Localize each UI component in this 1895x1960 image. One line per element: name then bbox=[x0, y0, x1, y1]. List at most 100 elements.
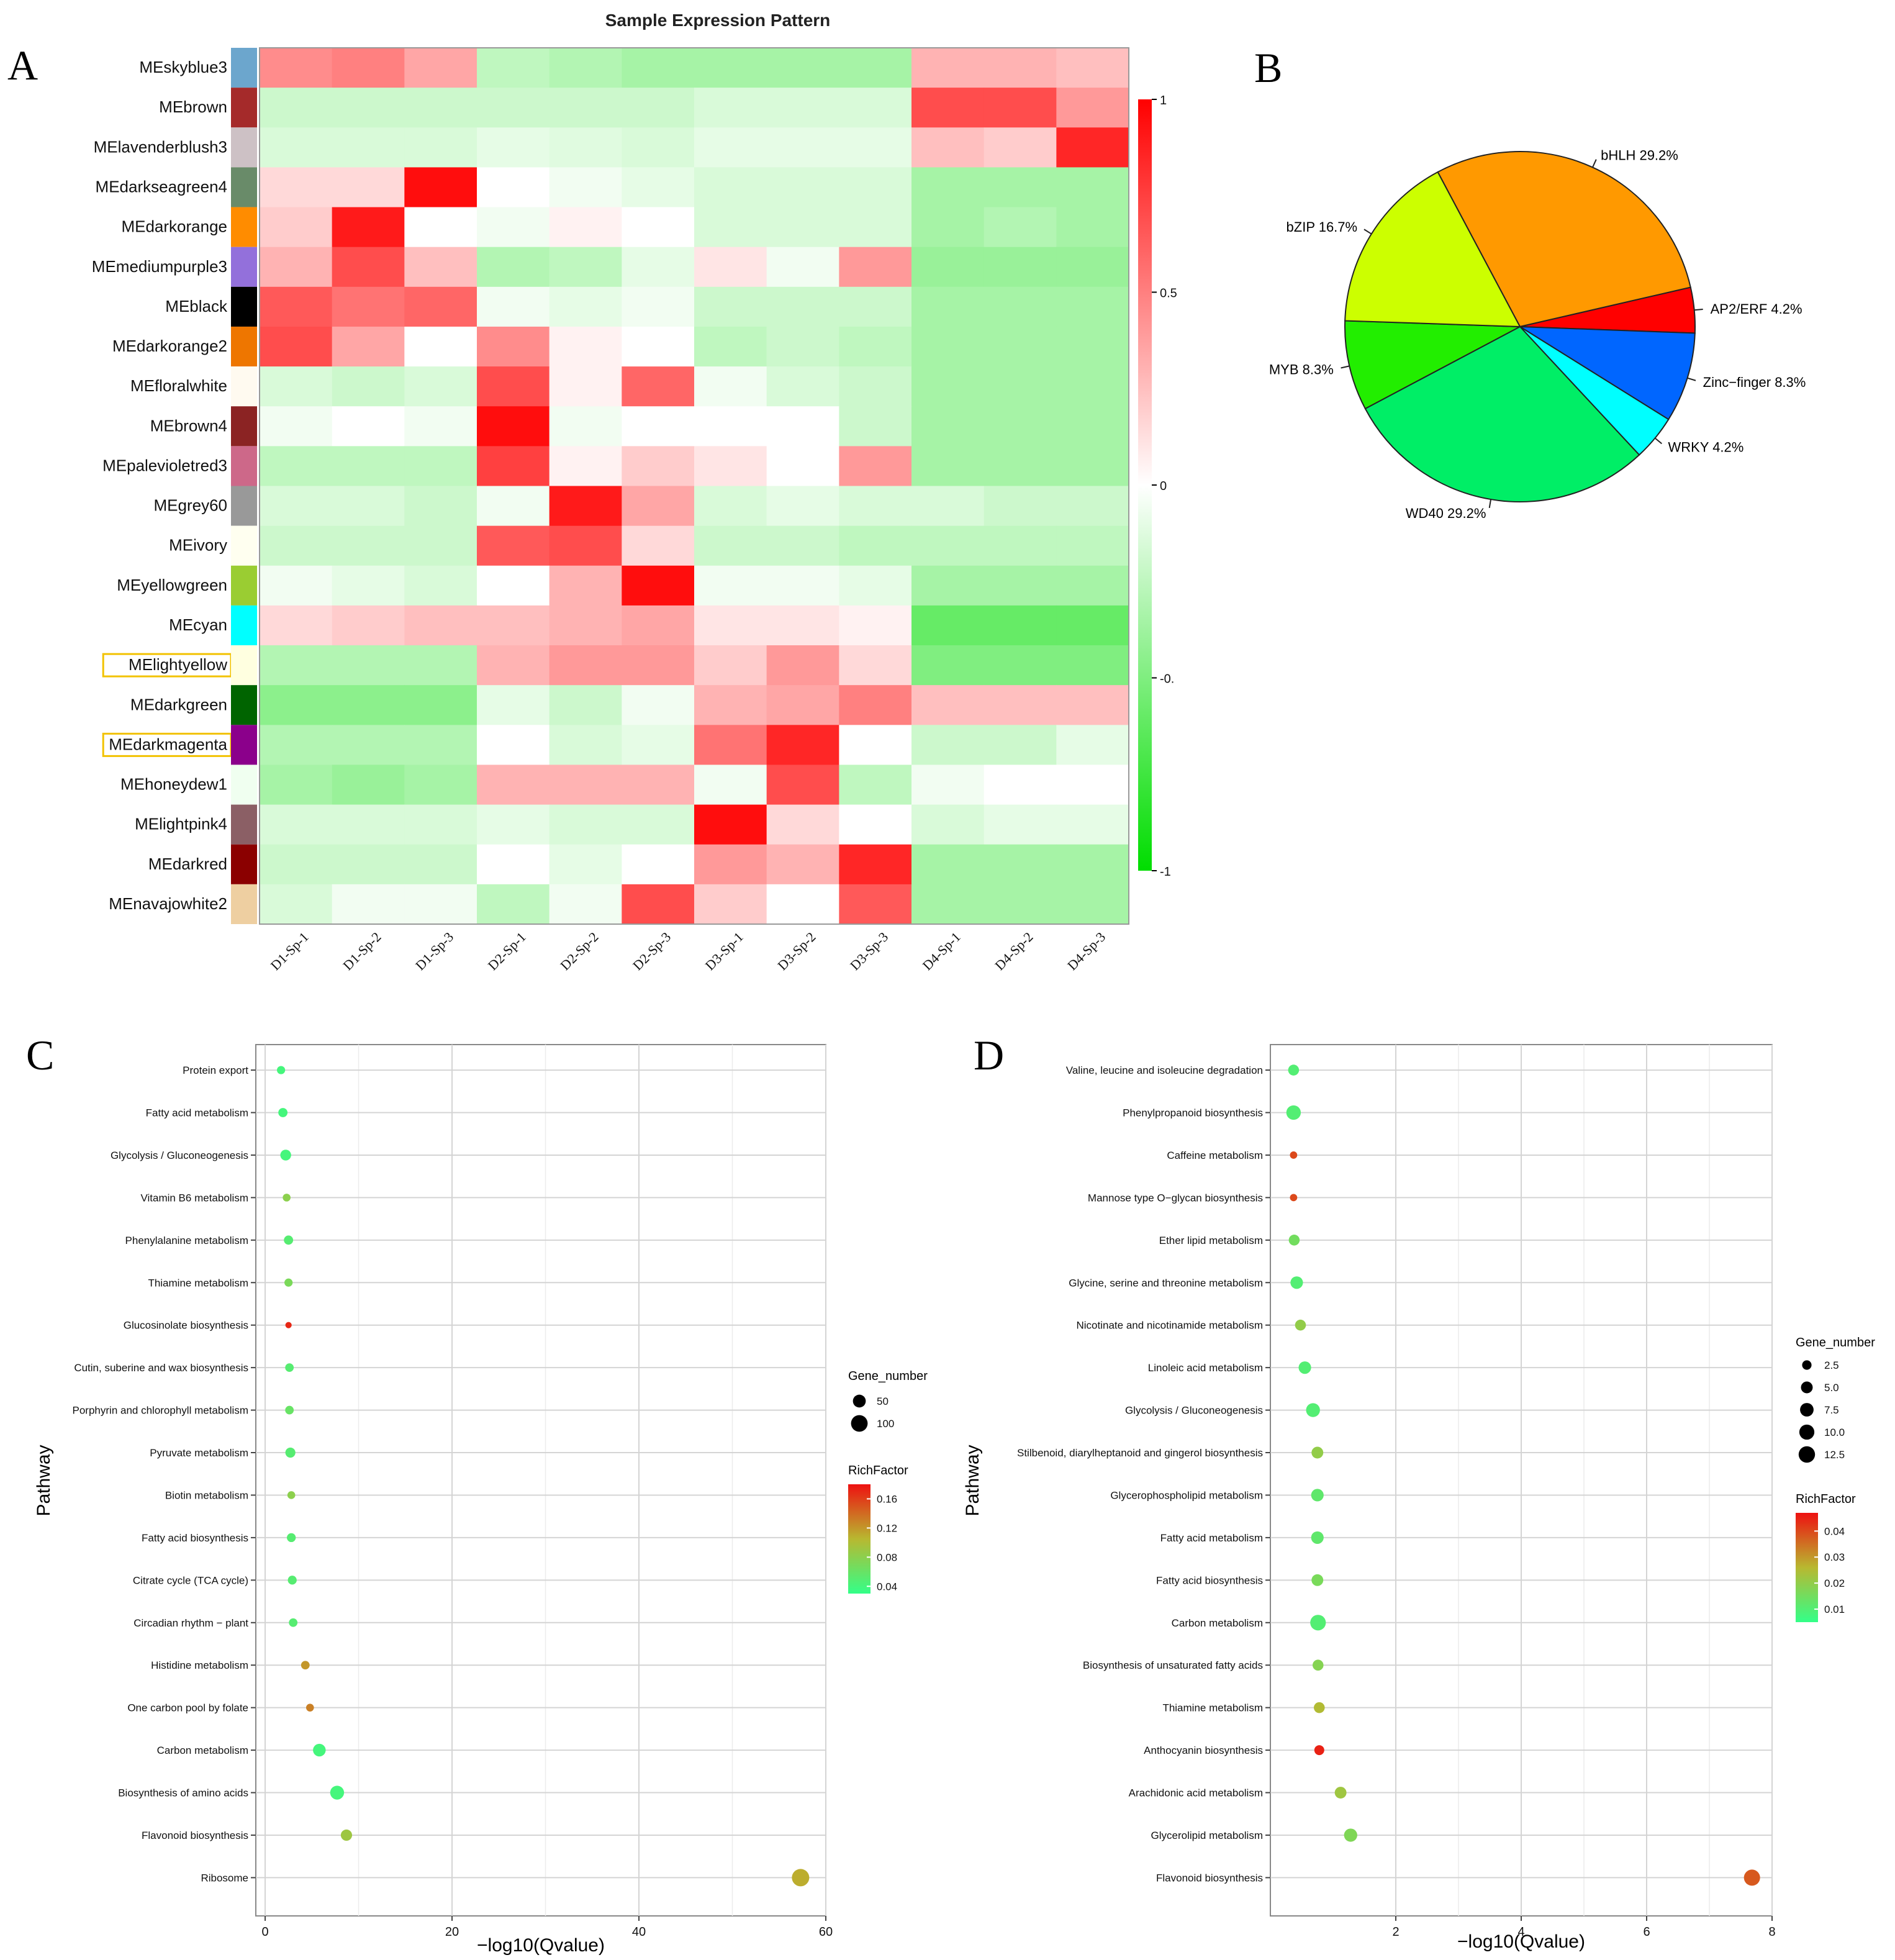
heatmap-cell bbox=[549, 326, 622, 367]
pathway-label: Citrate cycle (TCA cycle) bbox=[133, 1574, 248, 1586]
pie-label: WD40 29.2% bbox=[1406, 506, 1486, 521]
heatmap-cell bbox=[911, 167, 985, 208]
enrichment-point bbox=[1312, 1659, 1324, 1671]
pie-label-leader bbox=[1694, 308, 1703, 311]
enrichment-point bbox=[1311, 1489, 1324, 1502]
heatmap-cell bbox=[332, 884, 405, 925]
plot-c-legend-size-items: 50 100 bbox=[851, 1394, 894, 1432]
heatmap-cell bbox=[332, 406, 405, 447]
heatmap-cell bbox=[1056, 326, 1129, 367]
plot-c-frame bbox=[255, 1044, 826, 1917]
enrichment-point bbox=[1311, 1531, 1324, 1544]
enrichment-point bbox=[1288, 1235, 1300, 1246]
heatmap-cell bbox=[694, 48, 767, 88]
heatmap-cell bbox=[766, 645, 839, 686]
heatmap-cell bbox=[766, 844, 839, 885]
heatmap-cell bbox=[1056, 844, 1129, 885]
legend-color-label: 0.08 bbox=[877, 1551, 897, 1563]
heatmap-cell bbox=[477, 247, 550, 288]
heatmap-cell bbox=[694, 685, 767, 725]
heatmap-row-color-swatch bbox=[231, 88, 257, 128]
heatmap-cell bbox=[911, 127, 985, 168]
heatmap-cell bbox=[549, 486, 622, 527]
heatmap-cell bbox=[839, 48, 912, 88]
heatmap-cell bbox=[766, 366, 839, 407]
heatmap-column-label: D4-Sp-3 bbox=[1064, 929, 1108, 973]
legend-size-dot bbox=[853, 1394, 866, 1408]
enrichment-point bbox=[313, 1743, 326, 1757]
legend-size-label: 5.0 bbox=[1824, 1382, 1839, 1394]
heatmap-cell bbox=[332, 446, 405, 487]
heatmap-cell bbox=[911, 286, 985, 327]
heatmap-cell bbox=[839, 366, 912, 407]
plot-c-pathway-labels: Protein export Fatty acid metabolism Glyco… bbox=[73, 1064, 256, 1884]
heatmap-cell bbox=[1056, 366, 1129, 407]
pathway-label: Biosynthesis of amino acids bbox=[118, 1787, 248, 1799]
heatmap-cell bbox=[622, 446, 695, 487]
plot-c-legend-size-title: Gene_number bbox=[848, 1369, 928, 1383]
heatmap-cell bbox=[984, 446, 1057, 487]
enrichment-point bbox=[284, 1278, 293, 1287]
heatmap-cell bbox=[1056, 446, 1129, 487]
heatmap-row-labels: MEskyblue3 MEbrown MElavenderblush3 MEdarks… bbox=[92, 58, 232, 913]
heatmap-cell bbox=[694, 167, 767, 208]
heatmap-cell bbox=[984, 685, 1057, 725]
heatmap-cell bbox=[260, 167, 333, 208]
heatmap-cell bbox=[1056, 167, 1129, 208]
heatmap-cell bbox=[766, 764, 839, 805]
heatmap-row-label: MElavenderblush3 bbox=[94, 137, 227, 156]
heatmap-column-label: D3-Sp-3 bbox=[847, 929, 891, 973]
heatmap-column-label: D4-Sp-1 bbox=[920, 929, 964, 973]
heatmap-cell bbox=[911, 48, 985, 88]
pie-slice bbox=[1344, 320, 1522, 410]
heatmap-cell bbox=[404, 565, 477, 606]
heatmap-row-label: MEdarkorange2 bbox=[112, 337, 227, 355]
heatmap-cell bbox=[332, 685, 405, 725]
plot-d-x-axis-title: −log10(Qvalue) bbox=[1457, 1931, 1585, 1952]
pie-label: WRKY 4.2% bbox=[1668, 439, 1743, 455]
pie-slice bbox=[1344, 171, 1521, 328]
heatmap-cell bbox=[839, 207, 912, 248]
heatmap-cell bbox=[1056, 764, 1129, 805]
heatmap-cell bbox=[622, 565, 695, 606]
heatmap-cell bbox=[549, 884, 622, 925]
plot-c-legend-color-title: RichFactor bbox=[848, 1464, 908, 1477]
heatmap-row-color-swatch bbox=[231, 804, 257, 845]
plot-d-legend-colorbar bbox=[1796, 1513, 1818, 1622]
heatmap-cell bbox=[549, 48, 622, 88]
heatmap-cell bbox=[622, 127, 695, 168]
enrichment-point bbox=[330, 1785, 345, 1800]
heatmap-cell bbox=[1056, 884, 1129, 925]
heatmap-cell bbox=[404, 685, 477, 725]
heatmap-row-color-swatch bbox=[231, 286, 257, 327]
heatmap-cell bbox=[477, 884, 550, 925]
heatmap-cells bbox=[260, 48, 1129, 925]
plot-d-legend-size-title: Gene_number bbox=[1796, 1336, 1875, 1350]
heatmap-cell bbox=[1056, 406, 1129, 447]
heatmap-column-labels: D1-Sp-1 D1-Sp-2 D1-Sp-3 D2-Sp-1 D2-Sp-2 D2-Sp… bbox=[268, 929, 1109, 973]
heatmap-cell bbox=[404, 127, 477, 168]
heatmap-cell bbox=[911, 645, 985, 686]
heatmap-cell bbox=[404, 247, 477, 288]
heatmap-row-label: MEblack bbox=[165, 297, 228, 315]
heatmap-cell bbox=[477, 486, 550, 527]
heatmap-cell bbox=[477, 446, 550, 487]
heatmap-cell bbox=[1056, 605, 1129, 646]
heatmap-cell bbox=[260, 804, 333, 845]
heatmap-cell bbox=[622, 406, 695, 447]
x-tick-label: 60 bbox=[819, 1925, 833, 1939]
x-tick-label: 4 bbox=[1517, 1925, 1524, 1939]
heatmap-cell bbox=[1056, 127, 1129, 168]
heatmap-cell bbox=[766, 525, 839, 566]
heatmap-cell bbox=[332, 645, 405, 686]
heatmap-cell bbox=[911, 406, 985, 447]
heatmap-column-label: D4-Sp-2 bbox=[992, 929, 1036, 973]
heatmap-cell bbox=[477, 88, 550, 128]
enrichment-point bbox=[792, 1869, 810, 1887]
heatmap-row-color-swatch bbox=[231, 884, 257, 924]
pie-panel: bHLH 29.2% AP2/ERF 4.2% Zinc−finger 8.3% WR… bbox=[1269, 147, 1806, 520]
x-tick-label: 20 bbox=[445, 1925, 459, 1939]
heatmap-colorbar bbox=[1138, 99, 1152, 871]
legend-color-label: 0.01 bbox=[1824, 1604, 1845, 1615]
